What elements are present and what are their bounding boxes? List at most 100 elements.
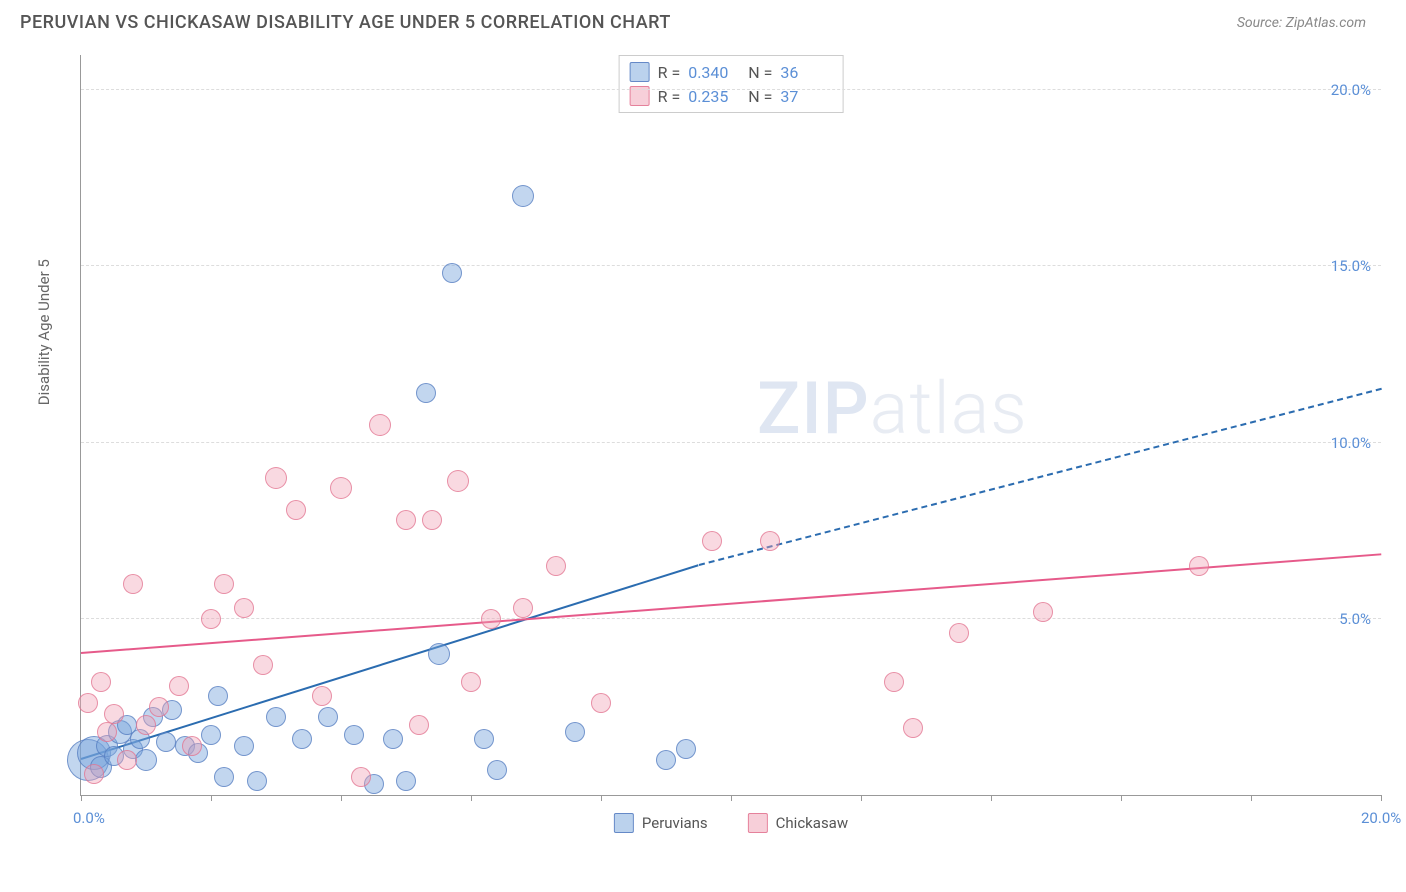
data-point <box>1189 556 1209 576</box>
swatch-pink-icon <box>748 813 768 833</box>
data-point <box>214 574 234 594</box>
data-point <box>104 704 124 724</box>
data-point <box>447 470 469 492</box>
legend-label: Peruvians <box>642 814 708 832</box>
legend-row-chickasaw: R = 0.235 N = 37 <box>630 84 833 108</box>
x-tick-label: 20.0% <box>1361 809 1401 827</box>
gridline <box>81 618 1381 619</box>
y-tick-label: 10.0% <box>1331 434 1371 452</box>
n-value-peruvians: 36 <box>780 63 832 82</box>
data-point <box>396 510 416 530</box>
data-point <box>487 760 507 780</box>
x-tick <box>1251 795 1252 801</box>
x-tick <box>861 795 862 801</box>
data-point <box>135 749 157 771</box>
data-point <box>428 643 450 665</box>
data-point <box>512 185 534 207</box>
data-point <box>565 722 585 742</box>
data-point <box>136 715 156 735</box>
data-point <box>676 739 696 759</box>
swatch-blue-icon <box>630 62 650 82</box>
correlation-legend: R = 0.340 N = 36 R = 0.235 N = 37 <box>619 55 844 113</box>
chart-area: Disability Age Under 5 ZIPatlas R = 0.34… <box>50 55 1380 825</box>
y-tick-label: 20.0% <box>1331 81 1371 99</box>
data-point <box>949 623 969 643</box>
data-point <box>1033 602 1053 622</box>
legend-row-peruvians: R = 0.340 N = 36 <box>630 60 833 84</box>
data-point <box>383 729 403 749</box>
data-point <box>474 729 494 749</box>
data-point <box>416 383 436 403</box>
watermark: ZIPatlas <box>757 366 1028 451</box>
swatch-blue-icon <box>614 813 634 833</box>
data-point <box>78 693 98 713</box>
data-point <box>169 676 189 696</box>
x-tick <box>601 795 602 801</box>
data-point <box>409 715 429 735</box>
data-point <box>234 736 254 756</box>
data-point <box>234 598 254 618</box>
data-point <box>760 531 780 551</box>
data-point <box>312 686 332 706</box>
trend-line <box>698 388 1381 566</box>
legend-item-peruvians: Peruvians <box>614 813 708 833</box>
gridline <box>81 89 1381 90</box>
data-point <box>702 531 722 551</box>
data-point <box>265 467 287 489</box>
x-tick <box>1121 795 1122 801</box>
trend-line <box>81 553 1381 654</box>
data-point <box>117 750 137 770</box>
data-point <box>330 477 352 499</box>
n-label: N = <box>748 63 772 82</box>
source-credit: Source: ZipAtlas.com <box>1237 15 1366 31</box>
x-tick <box>471 795 472 801</box>
data-point <box>318 707 338 727</box>
data-point <box>422 510 442 530</box>
data-point <box>656 750 676 770</box>
data-point <box>286 500 306 520</box>
y-axis-label: Disability Age Under 5 <box>35 259 53 405</box>
data-point <box>903 718 923 738</box>
data-point <box>182 736 202 756</box>
data-point <box>513 598 533 618</box>
data-point <box>369 414 391 436</box>
x-tick <box>341 795 342 801</box>
data-point <box>91 672 111 692</box>
data-point <box>344 725 364 745</box>
r-label: R = <box>658 63 681 82</box>
data-point <box>351 767 371 787</box>
data-point <box>201 725 221 745</box>
scatter-plot: ZIPatlas R = 0.340 N = 36 R = 0.235 N = … <box>80 55 1381 796</box>
data-point <box>123 574 143 594</box>
data-point <box>214 767 234 787</box>
x-tick <box>1381 795 1382 801</box>
legend-label: Chickasaw <box>776 814 848 832</box>
data-point <box>396 771 416 791</box>
x-tick <box>211 795 212 801</box>
data-point <box>208 686 228 706</box>
x-tick <box>991 795 992 801</box>
chart-title: PERUVIAN VS CHICKASAW DISABILITY AGE UND… <box>20 12 671 33</box>
data-point <box>546 556 566 576</box>
data-point <box>201 609 221 629</box>
x-tick-label: 0.0% <box>73 809 105 827</box>
gridline <box>81 442 1381 443</box>
data-point <box>156 732 176 752</box>
data-point <box>442 263 462 283</box>
data-point <box>149 697 169 717</box>
data-point <box>253 655 273 675</box>
data-point <box>481 609 501 629</box>
y-tick-label: 15.0% <box>1331 257 1371 275</box>
r-value-peruvians: 0.340 <box>688 63 740 82</box>
data-point <box>461 672 481 692</box>
data-point <box>591 693 611 713</box>
data-point <box>97 722 117 742</box>
x-tick <box>731 795 732 801</box>
data-point <box>292 729 312 749</box>
series-legend: Peruvians Chickasaw <box>614 813 848 833</box>
gridline <box>81 265 1381 266</box>
data-point <box>247 771 267 791</box>
data-point <box>84 764 104 784</box>
y-tick-label: 5.0% <box>1339 610 1371 628</box>
legend-item-chickasaw: Chickasaw <box>748 813 848 833</box>
